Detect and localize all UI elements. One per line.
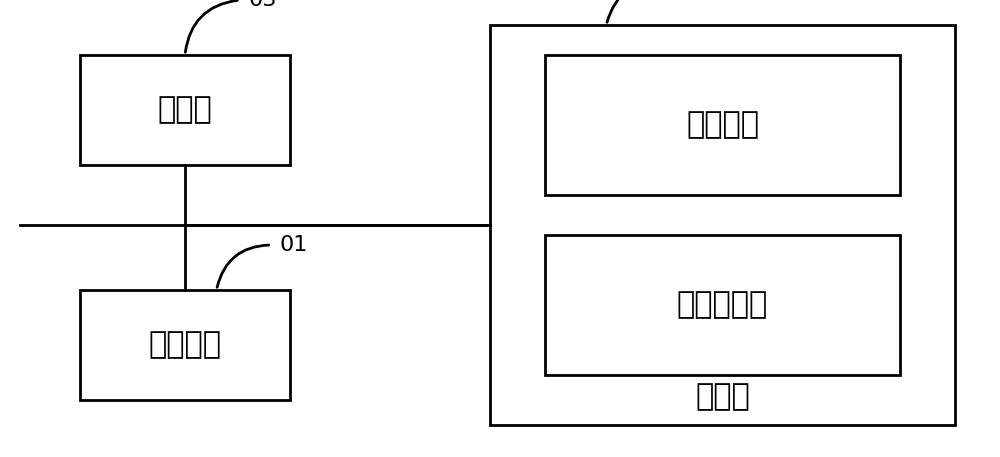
- Bar: [80, 55, 290, 165]
- Bar: [545, 235, 900, 375]
- Bar: [545, 55, 900, 195]
- Bar: [490, 25, 955, 425]
- Text: 通信模块: 通信模块: [148, 330, 222, 360]
- Text: 01: 01: [280, 235, 308, 255]
- Bar: [80, 290, 290, 400]
- Text: 计算机程序: 计算机程序: [677, 291, 768, 319]
- Text: 处理器: 处理器: [158, 96, 212, 124]
- Text: 操作系统: 操作系统: [686, 111, 759, 139]
- Text: 存储器: 存储器: [695, 383, 750, 411]
- Text: 03: 03: [248, 0, 276, 10]
